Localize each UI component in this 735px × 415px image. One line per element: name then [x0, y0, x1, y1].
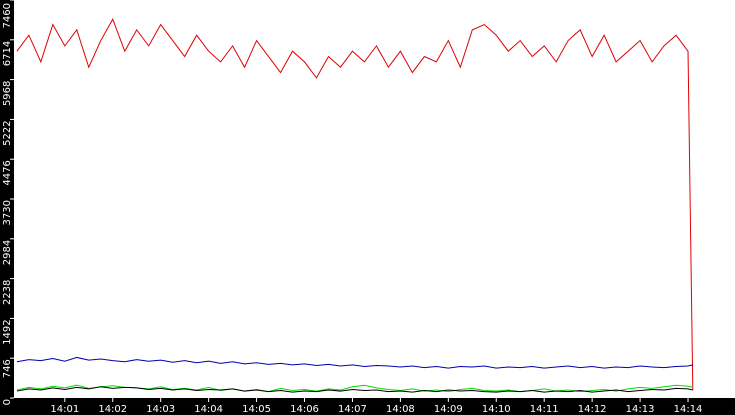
- y-tick-label: 7460: [2, 3, 13, 28]
- x-tick-label: 14:12: [578, 404, 607, 415]
- x-tick-label: 14:03: [146, 404, 175, 415]
- x-tick-label: 14:06: [290, 404, 319, 415]
- y-tick-label: 6714: [2, 41, 13, 66]
- y-tick-label: 1492: [2, 319, 13, 344]
- x-tick-label: 14:08: [386, 404, 415, 415]
- x-axis-strip: [0, 398, 735, 415]
- x-tick-label: 14:10: [482, 404, 511, 415]
- y-tick-label: 2984: [2, 240, 13, 265]
- x-tick-label: 14:09: [434, 404, 463, 415]
- series-line: [16, 386, 693, 393]
- x-tick-label: 14:01: [50, 404, 79, 415]
- x-tick-label: 14:05: [242, 404, 271, 415]
- x-tick-label: 14:02: [98, 404, 127, 415]
- x-tick-label: 14:07: [338, 404, 367, 415]
- y-tick-label: 2238: [2, 280, 13, 305]
- y-tick-label: 4476: [2, 160, 13, 185]
- y-tick-label: 5968: [2, 81, 13, 106]
- y-tick-label: 5222: [2, 120, 13, 145]
- series-line: [16, 356, 693, 369]
- y-tick-label: 3730: [2, 200, 13, 225]
- y-axis-strip: [0, 0, 14, 415]
- y-tick-label: 0: [2, 399, 13, 405]
- x-tick-label: 14:04: [194, 404, 223, 415]
- y-tick-label: 746: [2, 359, 13, 378]
- x-tick-label: 14:13: [626, 404, 655, 415]
- series-line: [16, 18, 694, 391]
- x-tick-label: 14:11: [530, 404, 559, 415]
- x-tick-label: 14:14: [674, 404, 703, 415]
